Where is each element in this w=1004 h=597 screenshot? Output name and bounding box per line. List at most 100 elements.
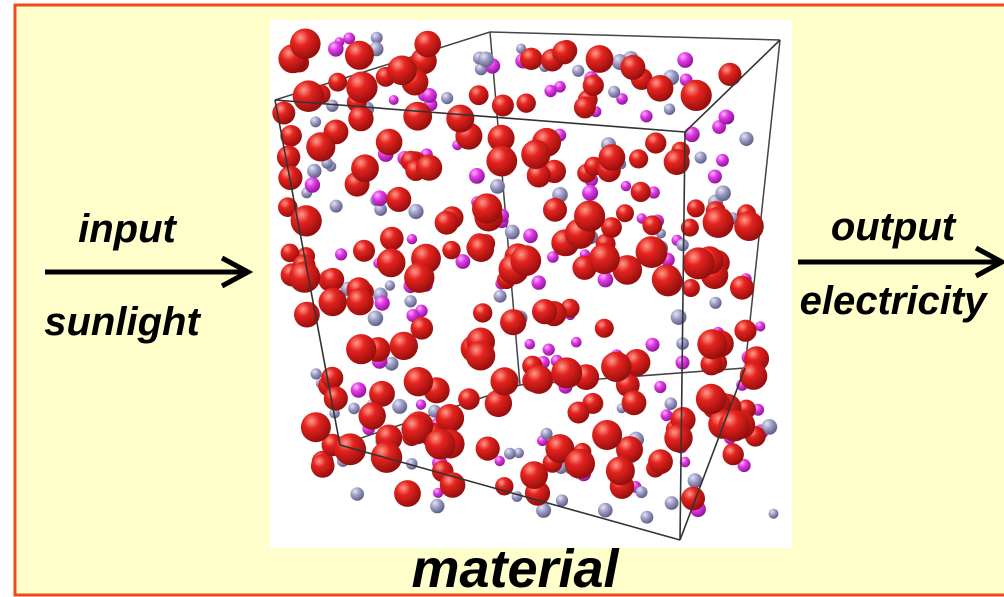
atom [473, 303, 493, 323]
cube-front-edges [274, 39, 781, 541]
atom [310, 368, 322, 380]
atom [406, 234, 418, 245]
atom [486, 145, 518, 177]
atom [465, 341, 496, 371]
atom [768, 508, 779, 519]
atom [346, 334, 377, 365]
atom [680, 218, 699, 237]
output-label: output [831, 205, 957, 249]
atom [433, 487, 444, 498]
atom [384, 356, 399, 371]
atom [278, 197, 298, 217]
atom [697, 329, 728, 360]
electricity-label: electricity [800, 279, 989, 323]
atom [375, 128, 403, 156]
atom [686, 199, 705, 218]
atom [455, 254, 471, 269]
atom [601, 351, 632, 382]
atom [475, 436, 500, 461]
atom [635, 236, 668, 268]
atom [310, 116, 322, 128]
atom [582, 184, 599, 201]
atom [468, 236, 495, 262]
atom [555, 494, 569, 507]
atom [629, 149, 649, 169]
atom [292, 80, 325, 112]
atom [288, 261, 321, 293]
atom [380, 226, 404, 251]
atom [290, 28, 321, 60]
atom [441, 92, 454, 105]
atom [573, 96, 596, 119]
atom [694, 151, 707, 164]
atom [663, 149, 690, 175]
atom [430, 498, 445, 514]
atom [547, 251, 559, 263]
atom [664, 397, 678, 411]
atom [410, 317, 434, 340]
atom [294, 301, 320, 328]
atom [484, 389, 513, 418]
atom [442, 240, 461, 260]
atom [416, 154, 443, 181]
atom [376, 248, 406, 278]
atom [702, 206, 734, 238]
atom [516, 93, 536, 113]
atom [739, 362, 768, 390]
atom [414, 30, 442, 58]
atom [343, 32, 356, 45]
atom [567, 401, 590, 424]
atom [369, 380, 395, 407]
atom [348, 105, 374, 132]
atom [469, 168, 485, 184]
input-label: input [78, 207, 177, 251]
atom [718, 62, 742, 86]
atom [651, 264, 682, 295]
atom [304, 177, 321, 193]
atom [348, 402, 360, 415]
atom [542, 343, 555, 356]
atom [681, 279, 700, 297]
atom [695, 383, 727, 415]
atom [536, 502, 552, 518]
atom [344, 40, 374, 70]
atom [280, 125, 302, 147]
atom [589, 243, 620, 274]
atom [531, 275, 546, 290]
atom [350, 487, 365, 501]
atom [597, 271, 614, 288]
atom [712, 120, 726, 134]
atom [415, 399, 427, 410]
atom [552, 40, 576, 65]
atom [468, 85, 489, 106]
atom [616, 93, 628, 105]
atom [642, 215, 663, 236]
atom [374, 203, 387, 216]
atom [654, 380, 667, 394]
atom [620, 54, 646, 80]
atom [494, 455, 505, 467]
atom [472, 193, 503, 224]
atom [389, 331, 418, 361]
atom [290, 205, 322, 237]
atom [645, 132, 667, 154]
atom [687, 473, 703, 488]
atom [572, 64, 585, 77]
atom [526, 163, 551, 188]
atom [709, 296, 722, 309]
atom [446, 104, 475, 133]
atom [608, 85, 621, 98]
atom [421, 88, 437, 103]
atom [621, 390, 647, 416]
atom [318, 287, 347, 317]
atom [424, 428, 456, 460]
atom [334, 433, 367, 466]
atom [403, 101, 433, 131]
atom [404, 262, 435, 293]
output-arrow-head [974, 245, 1004, 279]
atom [500, 309, 527, 336]
atom [300, 412, 331, 443]
atom [707, 169, 722, 184]
